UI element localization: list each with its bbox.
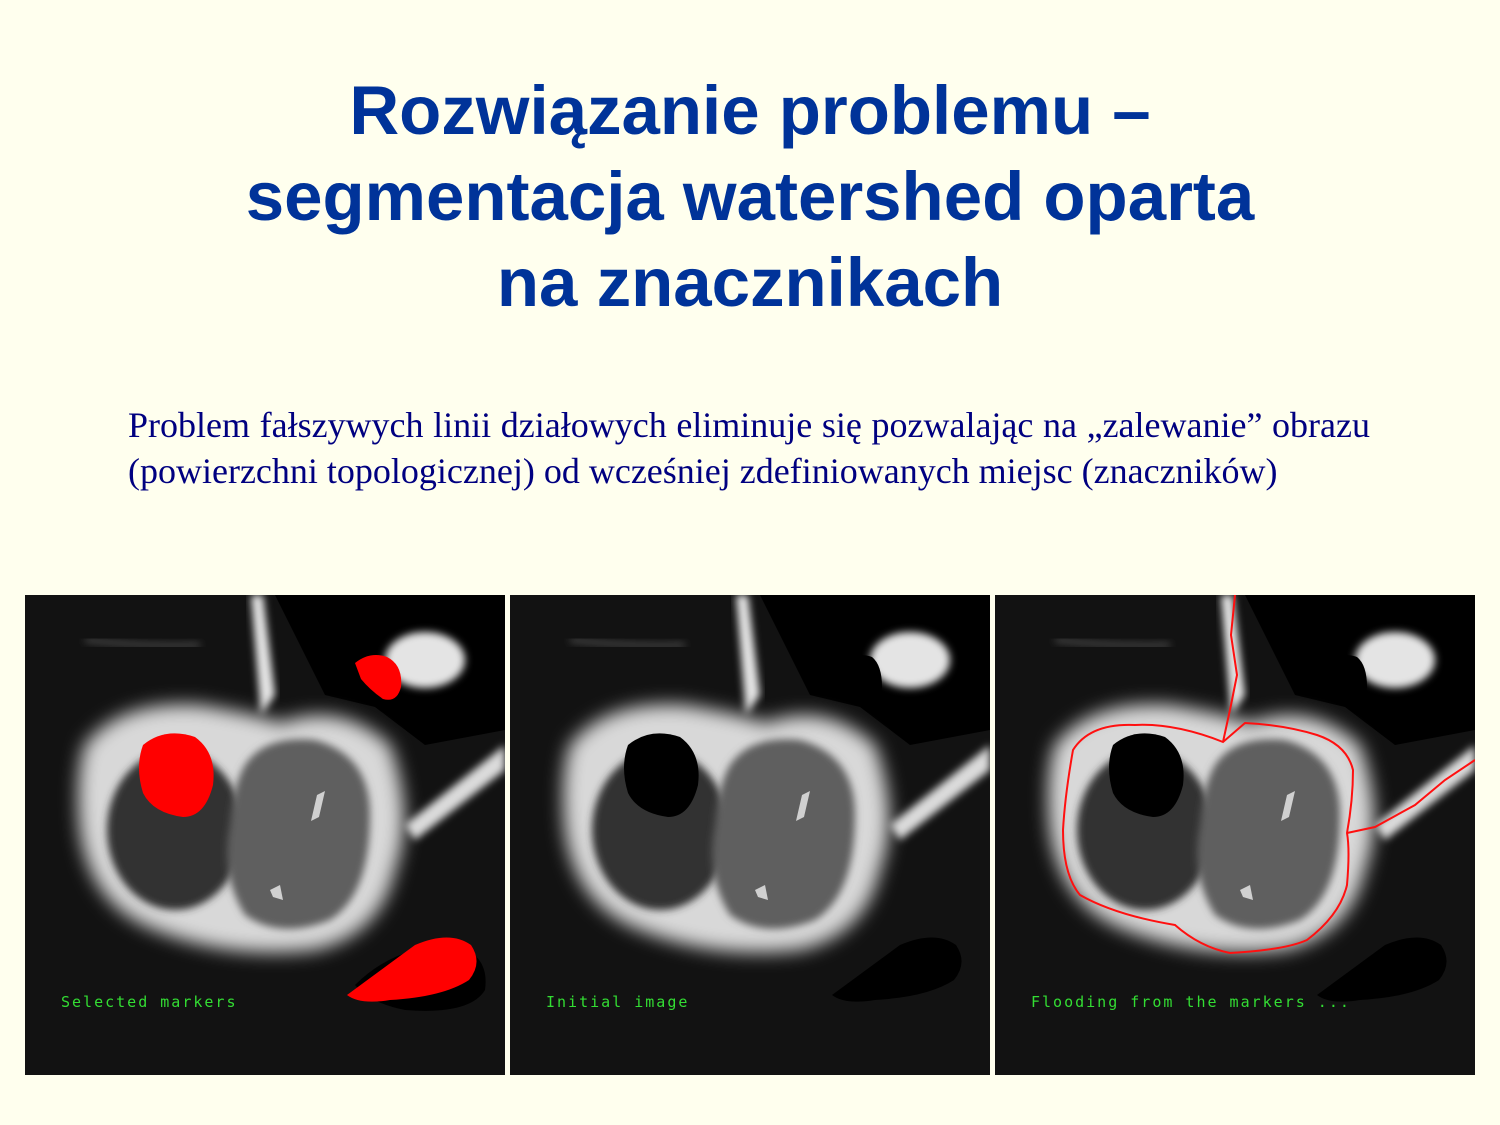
ct-scan-flooding — [995, 595, 1475, 1075]
title-line-1: Rozwiązanie problemu – — [349, 72, 1151, 149]
image-initial: Initial image — [510, 595, 990, 1075]
panel-caption: Initial image — [546, 993, 690, 1011]
panel-caption: Selected markers — [61, 993, 238, 1011]
ct-scan-initial — [510, 595, 990, 1075]
title-line-2: segmentacja watershed oparta — [245, 158, 1255, 235]
slide-body-text: Problem fałszywych linii działowych elim… — [128, 405, 1370, 491]
panel-caption: Flooding from the markers ... — [1031, 993, 1351, 1011]
title-line-3: na znacznikach — [496, 244, 1004, 321]
image-selected-markers: Selected markers — [25, 595, 505, 1075]
slide-title: Rozwiązanie problemu – segmentacja water… — [0, 68, 1500, 326]
ct-scan-selected-markers — [25, 595, 505, 1075]
image-flooding: Flooding from the markers ... — [995, 595, 1475, 1075]
